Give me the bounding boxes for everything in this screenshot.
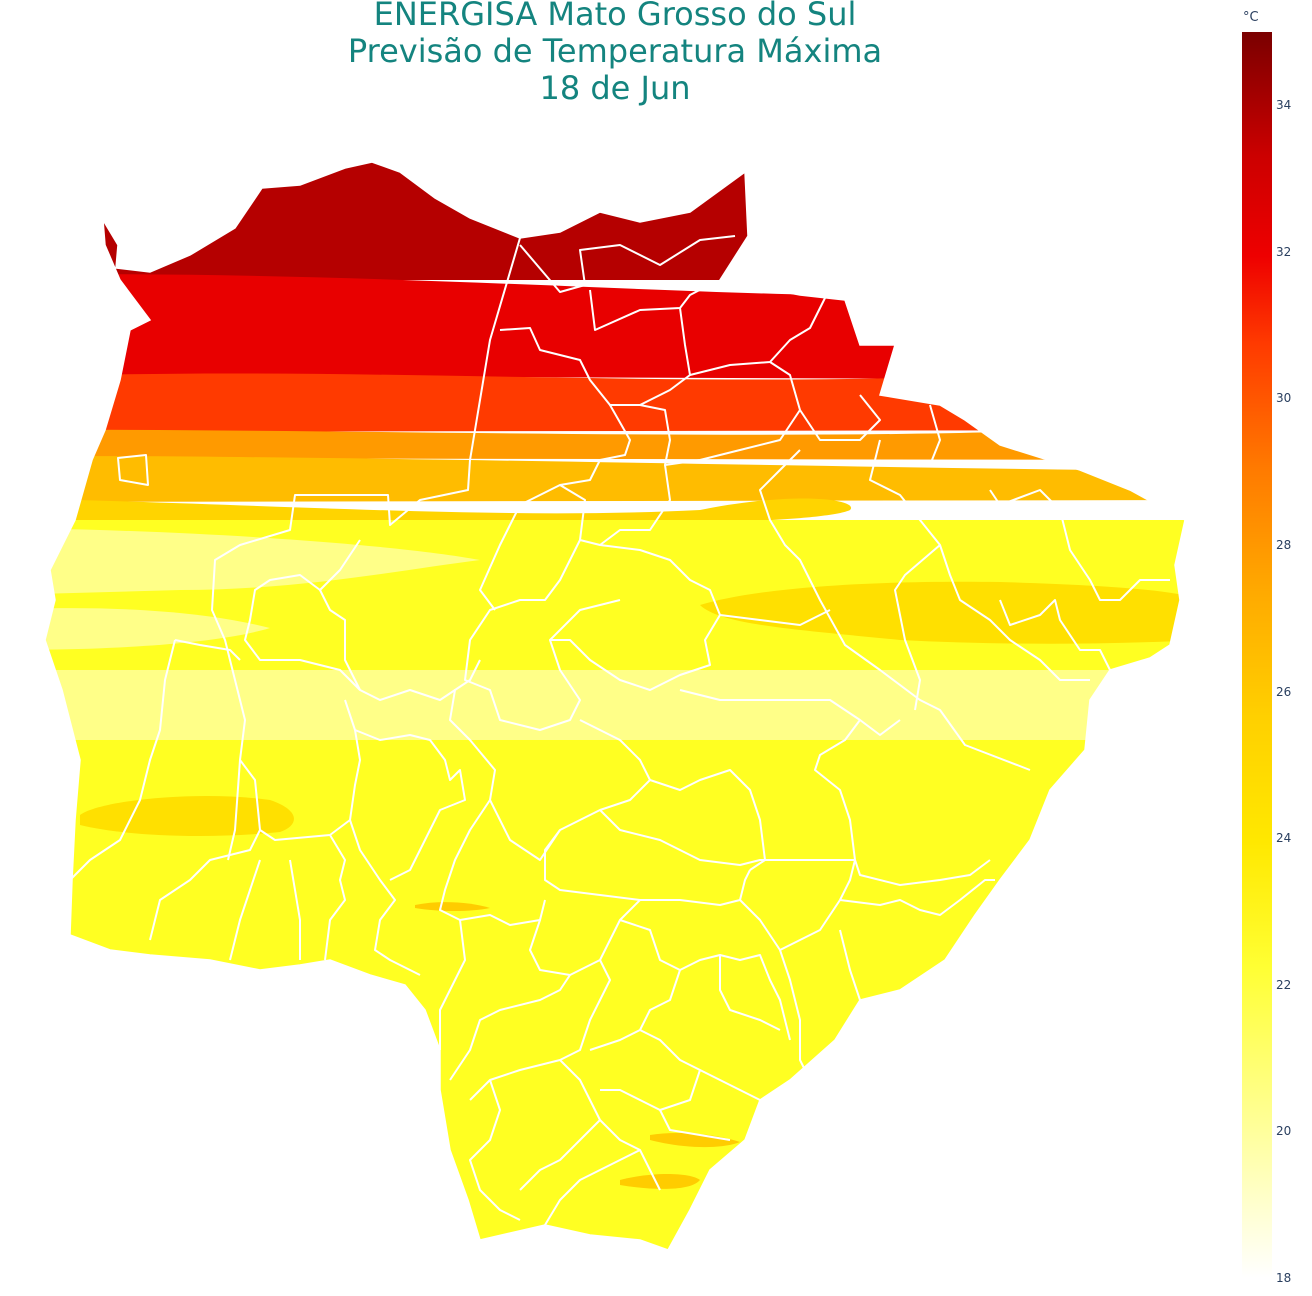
map-title: ENERGISA Mato Grosso do Sul Previsão de … (0, 0, 1230, 107)
colorbar (1242, 32, 1272, 1278)
state-outline (44, 161, 1186, 1251)
colorbar-tick-label: 26 (1276, 684, 1292, 699)
colorbar-tick-label: 32 (1276, 244, 1292, 259)
band-30 (45, 373, 1185, 432)
band-23-south (45, 990, 1185, 1250)
state-map (44, 161, 1186, 1251)
band-21-center (45, 670, 1185, 740)
band-21-west (45, 528, 480, 595)
band-24-east (700, 581, 1185, 644)
band-21-west-lower (45, 608, 270, 650)
band-25 (45, 498, 852, 525)
colorbar-tick-label: 20 (1276, 1124, 1292, 1139)
band-25-streak (415, 902, 490, 911)
colorbar-tick-label: 22 (1276, 977, 1292, 992)
title-line-company: ENERGISA Mato Grosso do Sul (373, 0, 857, 33)
colorbar-tick-label: 18 (1276, 1271, 1292, 1285)
band-25-south-b (620, 1174, 700, 1189)
municipality-borders (69, 235, 1170, 1226)
colorbar-tick-label: 28 (1276, 538, 1292, 553)
title-line-date: 18 de Jun (539, 69, 691, 107)
colorbar-tick-label: 24 (1276, 831, 1292, 846)
band-25-south-a (650, 1132, 740, 1148)
band-27 (45, 429, 1185, 460)
band-32 (45, 274, 1185, 380)
colorbar-tick-label: 30 (1276, 391, 1292, 406)
band-26 (45, 455, 1185, 502)
band-24-southwest (80, 795, 294, 836)
colorbar-tick-label: 34 (1276, 98, 1292, 113)
colorbar-unit: °C (1243, 10, 1259, 25)
title-line-product: Previsão de Temperatura Máxima (347, 32, 883, 70)
